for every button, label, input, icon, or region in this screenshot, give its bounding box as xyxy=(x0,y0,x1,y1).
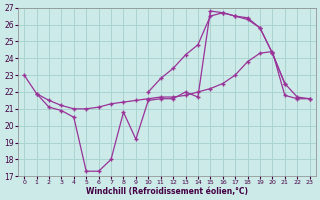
X-axis label: Windchill (Refroidissement éolien,°C): Windchill (Refroidissement éolien,°C) xyxy=(86,187,248,196)
